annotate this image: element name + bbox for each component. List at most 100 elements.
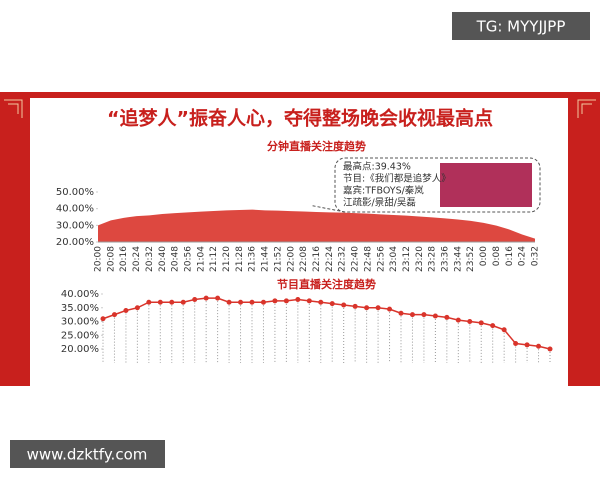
point <box>226 299 232 305</box>
x-tick-label: 21:36 <box>248 246 258 272</box>
slide-title: “追梦人”振奋人心，夺得整场晚会收视最高点 <box>107 107 493 130</box>
x-tick-label: 22:08 <box>299 246 309 272</box>
area <box>98 209 535 242</box>
chart-title: 节目直播关注度趋势 <box>277 277 376 291</box>
annotation-text: 最高点:39.43% <box>343 161 411 173</box>
x-tick-label: 23:12 <box>402 246 412 272</box>
y-tick-label: 30.00% <box>56 220 94 231</box>
point <box>306 298 312 304</box>
point <box>513 341 519 346</box>
x-tick-label: 20:16 <box>119 246 129 272</box>
annotation-pointer <box>312 205 346 213</box>
point <box>329 301 335 307</box>
x-tick-label: 21:12 <box>209 246 219 272</box>
point <box>467 319 473 324</box>
point <box>215 295 221 301</box>
x-tick-label: 21:28 <box>235 246 245 272</box>
x-tick-label: 0:00 <box>479 246 489 266</box>
point <box>169 299 175 305</box>
x-tick-label: 23:28 <box>428 246 438 272</box>
point <box>123 308 129 313</box>
corner-ornament <box>4 99 596 118</box>
x-tick-label: 20:56 <box>183 246 193 272</box>
y-tick-label: 20.00% <box>56 237 94 248</box>
y-tick-label: 40.00% <box>61 289 99 300</box>
x-tick-label: 22:56 <box>376 246 386 272</box>
point <box>341 302 347 308</box>
watermark-box <box>10 440 165 468</box>
x-tick-label: 21:04 <box>196 246 206 272</box>
point <box>387 306 393 312</box>
x-tick-label: 21:44 <box>261 246 271 272</box>
watermark-box <box>452 12 590 40</box>
watermark: www.dzktfy.com <box>27 446 148 464</box>
point <box>547 346 553 352</box>
annotation-text: 嘉宾:TFBOYS/秦岚 <box>343 185 424 197</box>
x-tick-label: 0:24 <box>518 246 528 266</box>
y-tick-label: 25.00% <box>61 330 99 341</box>
point <box>501 327 507 333</box>
point <box>375 305 381 311</box>
point <box>364 305 370 311</box>
point <box>260 299 266 305</box>
point <box>398 310 404 316</box>
point <box>421 312 427 318</box>
point <box>432 313 438 319</box>
x-tick-label: 23:44 <box>453 246 463 272</box>
point <box>238 299 244 305</box>
point <box>295 297 301 302</box>
y-tick-label: 35.00% <box>61 303 99 314</box>
point <box>283 298 289 304</box>
x-tick-label: 22:40 <box>351 246 361 272</box>
x-tick-label: 22:24 <box>325 246 335 272</box>
x-tick-label: 23:04 <box>389 246 399 272</box>
line <box>102 297 551 350</box>
x-tick-label: 20:24 <box>132 246 142 272</box>
point <box>203 295 209 301</box>
y-tick-label: 40.00% <box>56 204 94 215</box>
point <box>478 320 484 326</box>
point <box>318 299 324 305</box>
x-tick-label: 22:16 <box>312 246 322 272</box>
point <box>111 312 117 318</box>
x-tick-label: 23:20 <box>415 246 425 272</box>
point <box>490 323 496 329</box>
point <box>192 297 198 302</box>
x-tick-label: 0:08 <box>492 246 502 266</box>
point <box>134 305 140 311</box>
point <box>444 314 450 320</box>
y-tick-label: 30.00% <box>61 317 99 328</box>
point <box>180 299 186 305</box>
y-tick-label: 20.00% <box>61 344 99 355</box>
x-tick-label: 22:00 <box>286 246 296 272</box>
x-tick-label: 21:52 <box>273 246 283 272</box>
x-tick-label: 21:20 <box>222 246 232 272</box>
point <box>146 299 152 305</box>
point <box>249 299 255 305</box>
x-tick-label: 0:16 <box>505 246 515 266</box>
point <box>536 343 542 349</box>
x-tick-label: 20:48 <box>171 246 181 272</box>
x-tick-label: 22:32 <box>338 246 348 272</box>
annotation-text: 江疏影/景甜/吴磊 <box>343 197 416 209</box>
point <box>455 317 461 323</box>
x-tick-label: 22:48 <box>363 246 373 272</box>
x-tick-label: 20:32 <box>145 246 155 272</box>
point <box>409 312 415 318</box>
y-tick-label: 50.00% <box>56 187 94 198</box>
x-tick-label: 20:00 <box>94 246 104 272</box>
watermark: TG: MYYJJPP <box>476 18 566 36</box>
point <box>352 303 358 309</box>
point <box>272 298 278 304</box>
annotation-photo <box>440 163 532 207</box>
x-tick-label: 20:08 <box>106 246 116 272</box>
point <box>100 316 106 322</box>
x-tick-label: 23:52 <box>466 246 476 272</box>
point <box>157 299 163 305</box>
point <box>524 342 530 348</box>
chart-title: 分钟直播关注度趋势 <box>267 139 366 153</box>
x-tick-label: 20:40 <box>158 246 168 272</box>
x-tick-label: 0:32 <box>531 246 541 266</box>
annotation-text: 节目:《我们都是追梦人》 <box>343 173 451 185</box>
